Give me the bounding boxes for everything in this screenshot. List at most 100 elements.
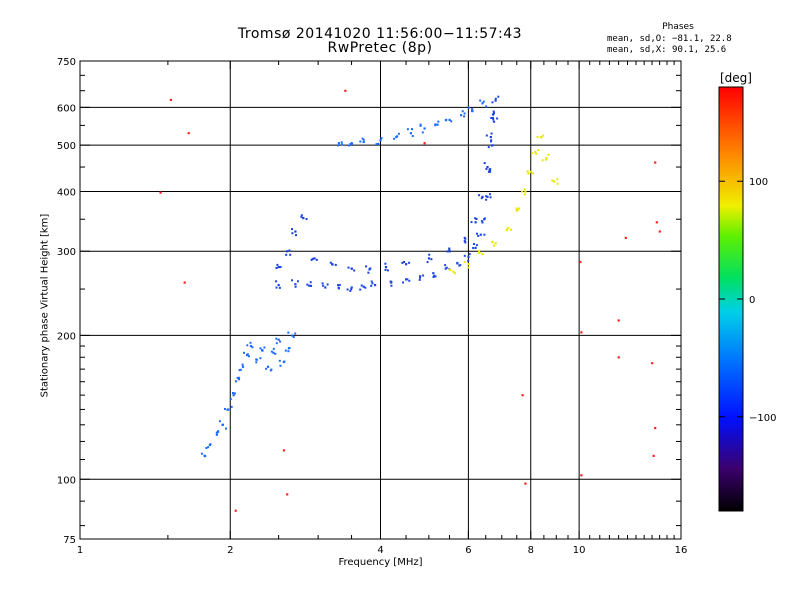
data-point-2-2-1 (291, 232, 294, 235)
data-point-5-23 (654, 161, 657, 164)
data-point-1-12-2 (445, 266, 448, 269)
data-point-3-0-2 (449, 269, 452, 272)
data-point-5-3 (183, 281, 186, 284)
data-point-1-8-2 (390, 280, 393, 283)
data-point-1-4-0 (338, 283, 341, 286)
data-point-3-11-2 (551, 179, 554, 182)
data-point-1-11-0 (434, 275, 437, 278)
data-point-0-5-2 (232, 392, 234, 394)
data-point-2-3-1 (300, 214, 303, 217)
data-point-1-9-1 (406, 278, 409, 281)
data-point-5-2 (187, 132, 190, 135)
data-point-2-14-2 (485, 198, 488, 201)
data-point-4-6 (423, 127, 426, 130)
data-point-1-10 (419, 275, 422, 278)
data-point-5-6 (282, 449, 285, 452)
data-point-5-7 (344, 89, 347, 92)
data-point-1-22 (494, 99, 497, 102)
data-point-1-2-1 (308, 284, 310, 287)
data-point-0-9 (249, 345, 253, 348)
data-point-0-3-2 (225, 427, 227, 430)
grid (80, 61, 681, 539)
data-point-4-9 (460, 114, 463, 117)
data-point-1-19-0 (485, 168, 488, 170)
data-point-2-13 (474, 221, 477, 224)
data-point-2-1-2 (288, 249, 291, 252)
data-point-1-5-1 (350, 288, 353, 291)
data-point-2-0-0 (276, 263, 279, 266)
data-point-0-7 (241, 365, 245, 368)
data-point-4-3 (379, 139, 382, 142)
data-point-2-14-0 (478, 194, 481, 197)
data-point-4-9-0 (463, 112, 466, 115)
data-point-0-7-2 (241, 363, 244, 366)
data-point-0-15-2 (279, 364, 282, 367)
data-point-0-13 (272, 351, 275, 354)
data-point-2-15-2 (489, 168, 492, 171)
data-point-0-4-2 (226, 408, 229, 411)
x-tick-label-8: 8 (528, 545, 534, 556)
data-point-4-3-1 (380, 137, 383, 140)
x-axis-label: Frequency [MHz] (338, 557, 423, 568)
data-point-1-5-2 (349, 289, 352, 292)
data-point-4-5-1 (411, 135, 414, 137)
colorbar: 100 0 −100 (718, 86, 776, 512)
data-point-4-2 (362, 140, 365, 144)
data-point-4-2-0 (359, 140, 362, 143)
data-point-4-8-1 (444, 119, 447, 122)
data-point-0-14-1 (279, 340, 282, 343)
data-point-0-8-0 (246, 353, 249, 356)
data-point-0-9-2 (251, 346, 254, 349)
data-point-4-10-0 (468, 106, 470, 109)
data-point-1-2 (309, 284, 312, 287)
data-point-2-5-2 (331, 263, 334, 266)
data-point-3-7-2 (526, 170, 529, 173)
data-point-2-14-1 (480, 197, 483, 200)
data-point-2-8-0 (386, 269, 389, 272)
x-tick-label-6: 6 (465, 545, 471, 556)
data-point-5-20 (654, 427, 657, 430)
data-point-2-1 (286, 250, 289, 253)
colorbar-tick-label--100: −100 (749, 413, 776, 424)
data-point-2-1-0 (289, 253, 292, 256)
data-point-2-9-2 (401, 261, 404, 264)
data-point-1-20-1 (487, 146, 490, 149)
data-point-2-12 (463, 240, 466, 243)
data-point-3-3-2 (493, 244, 495, 247)
data-point-2-12-1 (464, 241, 467, 244)
x-tick-label-1: 1 (77, 545, 83, 556)
data-point-1-18-2 (489, 196, 492, 199)
data-point-2-4-1 (311, 257, 314, 260)
data-point-0-17-2 (292, 336, 295, 338)
data-point-1-13-1 (456, 261, 459, 264)
data-point-2-16 (489, 136, 492, 139)
data-point-3-3-1 (491, 241, 494, 244)
data-point-2-1-1 (285, 253, 288, 256)
data-point-5-13 (580, 331, 583, 334)
data-point-4-3-0 (375, 143, 378, 146)
data-point-0-2-2 (217, 430, 220, 433)
data-point-0-17 (291, 334, 294, 337)
data-point-5-8 (423, 142, 426, 145)
data-point-1-3 (324, 286, 327, 289)
data-point-3-6-1 (521, 190, 524, 193)
data-point-0-2-1 (215, 431, 218, 434)
data-point-2-13-0 (470, 221, 473, 224)
data-point-3-5-0 (515, 207, 518, 210)
stats-o-line: mean, sd,O: −81.1, 22.8 (607, 34, 732, 44)
data-point-0-16-2 (284, 349, 287, 352)
y-tick-label-75: 75 (63, 535, 76, 546)
data-point-2-13-2 (475, 218, 478, 220)
data-point-0-2 (215, 433, 218, 436)
data-point-3-9-2 (539, 136, 542, 139)
colorbar-tick-label-0: 0 (749, 295, 755, 306)
y-tick-label-200: 200 (57, 331, 76, 342)
data-point-4-8 (448, 118, 451, 121)
data-point-4-1-0 (347, 144, 350, 147)
data-point-5-17 (624, 236, 627, 239)
data-point-4-1-1 (351, 142, 354, 145)
data-point-5-4 (234, 509, 237, 512)
data-point-3-11-0 (556, 182, 559, 185)
data-point-3-6-2 (523, 188, 526, 191)
data-point-0-6 (237, 378, 240, 381)
